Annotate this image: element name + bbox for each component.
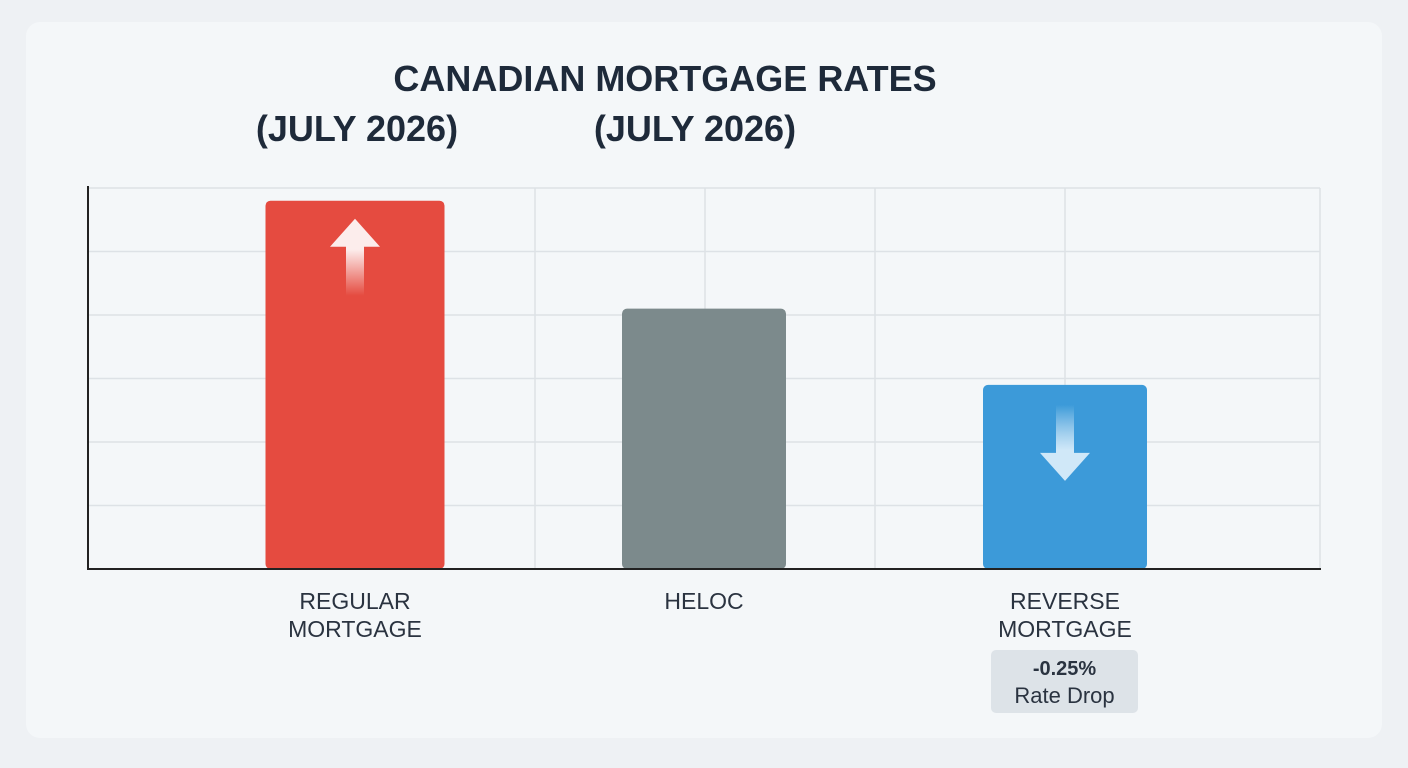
up-arrow-icon: [330, 218, 380, 296]
x-tick-label: REVERSE MORTGAGE: [998, 588, 1132, 642]
annotation-caption: Rate Drop: [1014, 683, 1115, 708]
x-tick-label: HELOC: [664, 588, 744, 614]
x-tick-label: REGULAR MORTGAGE: [288, 588, 422, 642]
chart-title: CANADIAN MORTGAGE RATES: [393, 58, 937, 99]
bar: [265, 200, 445, 569]
annotation-text: -0.25%: [1032, 658, 1097, 680]
chart-subtitle: (JULY 2026): [593, 108, 797, 149]
down-arrow-icon: [1040, 404, 1090, 481]
bar: [622, 308, 786, 569]
annotation-box: -0.25% Rate Drop: [991, 650, 1138, 713]
chart-subtitle: (JULY 2026): [255, 108, 459, 149]
